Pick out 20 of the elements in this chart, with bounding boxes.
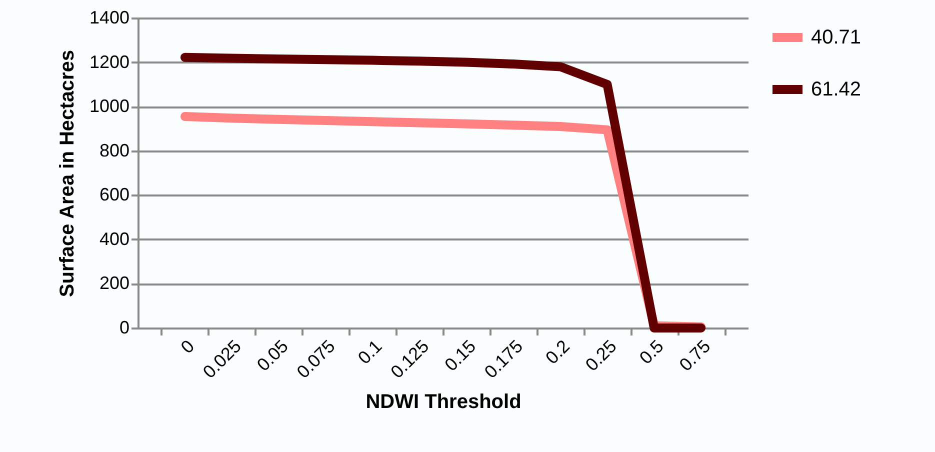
x-tick-label: 0: [176, 336, 198, 358]
y-tick-label: 400: [99, 228, 130, 249]
y-tick-label: 0: [119, 318, 130, 338]
y-tick-label: 200: [99, 273, 130, 294]
y-tick-label: 600: [99, 184, 130, 205]
x-tick-label: 0.2: [542, 336, 574, 368]
x-tick-label: 0.5: [636, 336, 668, 368]
x-tick-label: 0.25: [582, 336, 620, 376]
y-tick-label: 1000: [89, 96, 130, 116]
x-tick-label: 0.05: [253, 336, 292, 376]
x-axis-title: NDWI Threshold: [366, 391, 522, 414]
y-tick-label: 800: [99, 140, 130, 160]
x-tick-label: 0.1: [354, 336, 386, 368]
legend-label: 61.42: [811, 78, 862, 100]
x-tick-label: 0.15: [440, 336, 480, 376]
y-tick-label: 1400: [89, 8, 130, 28]
x-tick-label: 0.75: [675, 336, 714, 376]
legend-label: 40.71: [811, 26, 862, 48]
y-tick-label: 1200: [89, 52, 130, 72]
y-axis-title: Surface Area in Hectacres: [56, 50, 78, 298]
